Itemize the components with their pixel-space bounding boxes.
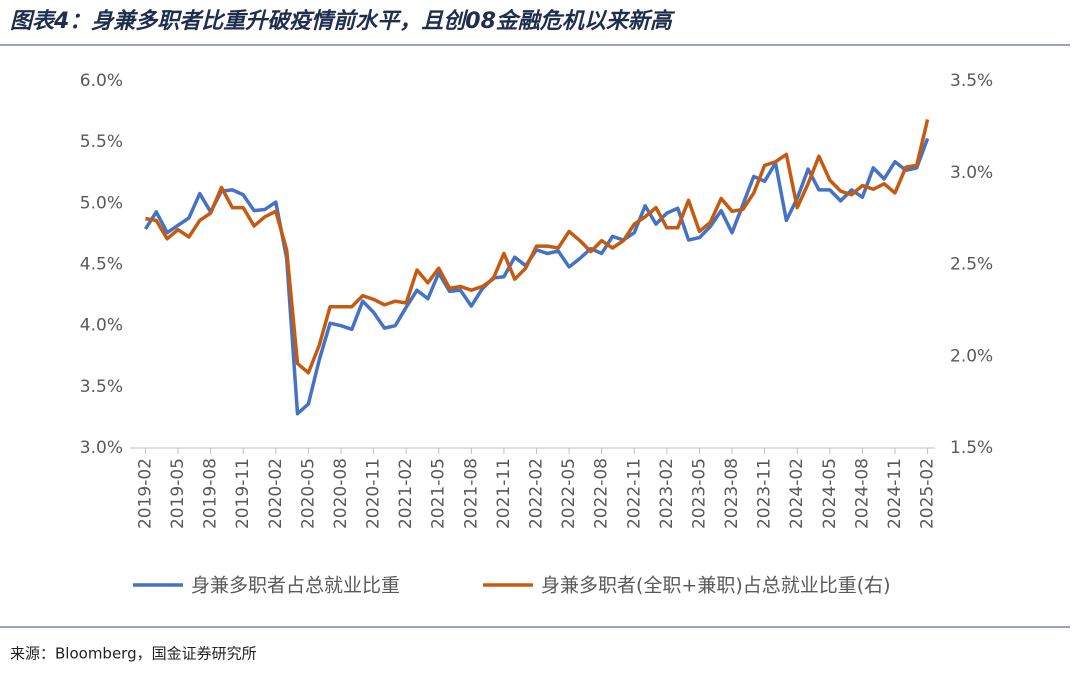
x-tick-label: 2019-08: [201, 458, 221, 529]
x-tick-label: 2022-05: [559, 458, 579, 529]
x-tick-label: 2021-05: [429, 458, 449, 529]
x-tick-label: 2023-11: [755, 458, 775, 529]
source: 来源：Bloomberg，国金证券研究所: [10, 645, 257, 663]
legend-label: 身兼多职者占总就业比重: [191, 575, 400, 597]
y-tick-label: 4.5%: [80, 255, 123, 275]
x-tick-label: 2024-08: [852, 458, 872, 529]
x-tick-label: 2021-08: [461, 458, 481, 529]
x-tick-label: 2023-05: [689, 458, 709, 529]
series-line: [145, 119, 930, 375]
x-tick-label: 2024-05: [820, 458, 840, 529]
y2-tick-label: 1.5%: [950, 438, 993, 458]
y2-tick-label: 2.0%: [950, 346, 993, 366]
x-tick-label: 2024-02: [787, 458, 807, 529]
x-tick-label: 2025-02: [918, 458, 938, 529]
x-tick-label: 2020-02: [266, 458, 286, 529]
x-tick-label: 2021-02: [396, 458, 416, 529]
y2-tick-label: 3.5%: [950, 71, 993, 91]
y2-tick-label: 3.0%: [950, 163, 993, 183]
x-tick-label: 2020-05: [298, 458, 318, 529]
y-tick-label: 6.0%: [80, 71, 123, 91]
x-tick-label: 2020-11: [364, 458, 384, 529]
x-tick-label: 2019-11: [233, 458, 253, 529]
x-tick-label: 2023-08: [722, 458, 742, 529]
y2-tick-label: 2.5%: [950, 255, 993, 275]
y-tick-label: 3.0%: [80, 438, 123, 458]
legend-label: 身兼多职者(全职+兼职)占总就业比重(右): [541, 575, 891, 597]
x-tick-label: 2023-02: [657, 458, 677, 529]
x-tick-label: 2022-02: [527, 458, 547, 529]
x-tick-label: 2021-11: [494, 458, 514, 529]
y-tick-label: 4.0%: [80, 316, 123, 336]
x-tick-label: 2022-11: [624, 458, 644, 529]
x-tick-label: 2019-02: [135, 458, 155, 529]
x-tick-label: 2024-11: [885, 458, 905, 529]
x-tick-label: 2020-08: [331, 458, 351, 529]
x-tick-label: 2019-05: [168, 458, 188, 529]
chart-title: 图表4：身兼多职者比重升破疫情前水平，且创08金融危机以来新高: [10, 8, 676, 34]
y-tick-label: 3.5%: [80, 377, 123, 397]
y-tick-label: 5.0%: [80, 193, 123, 213]
x-tick-label: 2022-08: [592, 458, 612, 529]
y-tick-label: 5.5%: [80, 132, 123, 152]
